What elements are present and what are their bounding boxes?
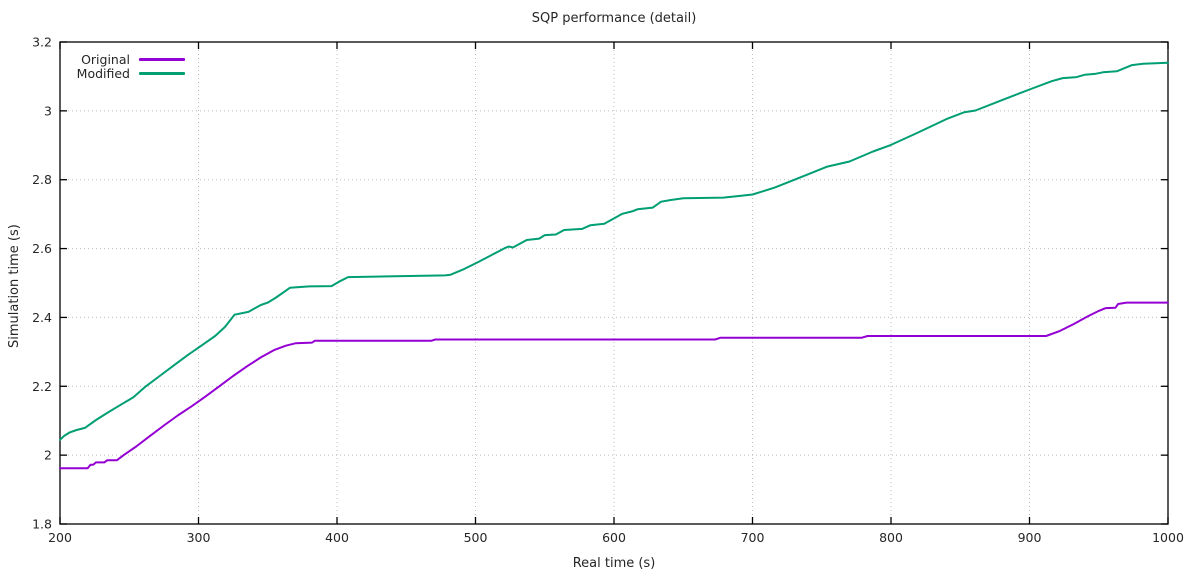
- legend-sample-line-modified: [139, 72, 185, 75]
- y-tick-label: 3: [44, 103, 52, 118]
- series-line-modified: [59, 61, 1169, 441]
- y-tick-label: 2.4: [32, 310, 52, 325]
- legend-label-original: Original: [81, 52, 130, 67]
- x-tick-label: 900: [1018, 530, 1042, 545]
- x-tick-label: 300: [187, 530, 211, 545]
- x-axis-label: Real time (s): [572, 556, 656, 571]
- x-tick-label: 600: [602, 530, 626, 545]
- legend-item-modified: Modified: [60, 67, 185, 80]
- y-tick-label: 2: [44, 448, 52, 463]
- x-tick-label: 400: [325, 530, 349, 545]
- y-tick-label: 1.8: [32, 517, 52, 532]
- legend-item-original: Original: [60, 53, 185, 66]
- x-tick-label: 800: [879, 530, 903, 545]
- x-tick-label: 500: [464, 530, 488, 545]
- legend: Original Modified: [60, 53, 185, 81]
- legend-label-modified: Modified: [76, 66, 130, 81]
- x-tick-label: 700: [741, 530, 765, 545]
- x-tick-label: 200: [48, 530, 72, 545]
- y-tick-label: 2.6: [32, 241, 52, 256]
- y-tick-label: 3.2: [32, 35, 52, 50]
- legend-sample-line-original: [139, 58, 185, 61]
- x-tick-label: 1000: [1152, 530, 1184, 545]
- y-tick-label: 2.8: [32, 172, 52, 187]
- chart-title: SQP performance (detail): [531, 11, 697, 26]
- y-axis-label: Simulation time (s): [7, 224, 22, 348]
- y-tick-label: 2.2: [32, 379, 52, 394]
- series-line-original: [59, 301, 1169, 470]
